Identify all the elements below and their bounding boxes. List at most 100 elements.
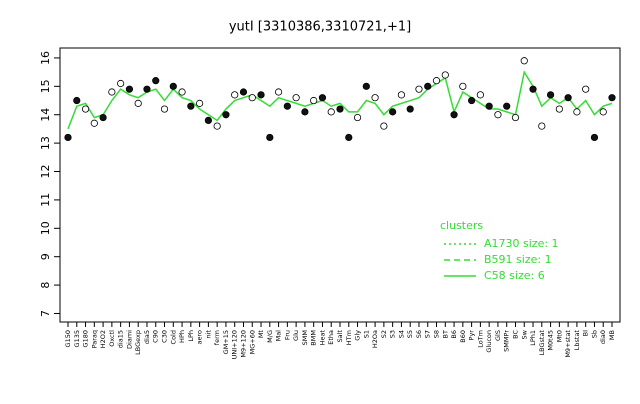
data-point	[546, 91, 555, 99]
data-point	[582, 85, 590, 93]
data-point	[459, 82, 467, 90]
legend-label: C58 size: 6	[484, 269, 545, 282]
x-tick-label: Oxctl	[108, 330, 116, 347]
x-tick-label: Salt	[336, 330, 344, 343]
x-tick-label: S6	[415, 330, 423, 338]
x-tick-label: ferm	[213, 330, 221, 345]
x-tick-label: Paraq	[90, 330, 98, 348]
data-point	[485, 102, 493, 110]
data-point	[160, 105, 169, 113]
x-tick-label: HPh	[178, 330, 186, 343]
cluster-line	[67, 70, 613, 130]
data-point	[468, 96, 476, 105]
y-tick-label: 13	[39, 136, 52, 150]
x-tick-label: Etha	[327, 330, 335, 345]
x-tick-label: LoTm	[476, 330, 484, 348]
y-tick-label: 10	[39, 221, 52, 235]
data-point	[204, 116, 212, 125]
data-point	[152, 77, 160, 85]
x-tick-label: BC	[511, 330, 519, 339]
x-tick-label: MB	[608, 330, 616, 340]
data-point	[178, 88, 186, 96]
data-point	[424, 82, 432, 90]
data-point	[476, 91, 484, 99]
data-point	[169, 82, 177, 90]
data-point	[108, 88, 116, 96]
x-tick-label: Sb	[590, 330, 598, 338]
data-point	[555, 105, 563, 113]
data-point	[274, 88, 283, 96]
data-point	[511, 113, 520, 122]
x-tick-label: HTm	[345, 330, 353, 345]
x-tick-label: M0t45	[547, 330, 555, 351]
x-tick-label: aero	[196, 330, 204, 345]
data-point	[187, 102, 195, 110]
data-point	[117, 79, 125, 88]
y-tick-label: 9	[39, 253, 52, 260]
chart-title: yutI [3310386,3310721,+1]	[229, 20, 411, 35]
x-tick-label: S7	[424, 330, 432, 338]
data-point	[73, 96, 81, 105]
x-tick-label: GM+15	[222, 330, 230, 354]
x-tick-label: M9+120	[239, 330, 247, 358]
legend-label: A1730 size: 1	[484, 237, 559, 250]
x-tick-label: H2O2	[99, 330, 107, 348]
data-point	[397, 91, 406, 99]
x-tick-label: Glu	[292, 330, 300, 341]
data-point	[257, 91, 265, 99]
data-point	[406, 105, 414, 113]
x-tick-label: LPh1	[529, 330, 537, 346]
data-point	[389, 108, 397, 116]
x-tick-label: Sw	[520, 329, 528, 339]
data-point	[283, 102, 291, 110]
x-tick-label: G135	[73, 330, 81, 347]
data-point	[345, 133, 353, 142]
x-tick-label: H2Oa	[371, 330, 379, 348]
x-tick-label: G180	[82, 330, 90, 347]
x-tick-label: SMMPr	[503, 330, 511, 352]
x-tick-label: S2	[380, 330, 388, 338]
y-tick-label: 16	[39, 51, 52, 65]
data-point	[503, 102, 511, 110]
data-point	[125, 85, 134, 93]
x-tick-label: S8	[433, 330, 441, 338]
legend-label: B591 size: 1	[484, 253, 552, 266]
data-point	[266, 133, 274, 142]
y-tick-label: 14	[39, 108, 52, 122]
data-point	[231, 91, 239, 99]
x-tick-label: BT	[441, 330, 449, 338]
y-tick-label: 12	[39, 165, 52, 179]
data-point	[564, 94, 572, 102]
data-point	[81, 105, 90, 113]
x-tick-label: C30	[161, 330, 169, 343]
x-tick-label: nit	[204, 330, 212, 339]
data-point	[538, 122, 546, 130]
data-point	[90, 119, 98, 127]
y-tick-label: 8	[39, 282, 52, 289]
data-point	[222, 111, 230, 119]
x-tick-label: BMM	[310, 330, 318, 346]
data-point	[143, 85, 151, 93]
data-point	[213, 122, 221, 130]
x-tick-label: LBGstat	[538, 330, 546, 356]
data-point	[441, 71, 449, 79]
data-point	[64, 133, 72, 142]
x-tick-label: Lbstat	[573, 330, 581, 351]
x-tick-label: Cold	[169, 330, 177, 344]
x-tick-label: Mal	[275, 330, 283, 342]
data-point	[432, 77, 441, 85]
data-point	[196, 99, 204, 107]
x-tick-label: Fru	[283, 330, 291, 340]
data-point	[301, 108, 309, 116]
y-tick-label: 11	[39, 193, 52, 207]
x-tick-label: dia5	[143, 330, 151, 344]
data-point	[318, 94, 327, 102]
x-tick-label: LBGexp	[134, 330, 142, 355]
x-tick-label: Glucon	[485, 330, 493, 353]
x-tick-label: S4	[397, 330, 405, 338]
legend-title: clusters	[440, 219, 483, 232]
x-tick-label: Heat	[318, 330, 326, 346]
x-tick-label: G150	[64, 330, 72, 347]
x-tick-label: MG+60	[248, 330, 256, 354]
x-tick-label: Pyr	[468, 330, 476, 341]
